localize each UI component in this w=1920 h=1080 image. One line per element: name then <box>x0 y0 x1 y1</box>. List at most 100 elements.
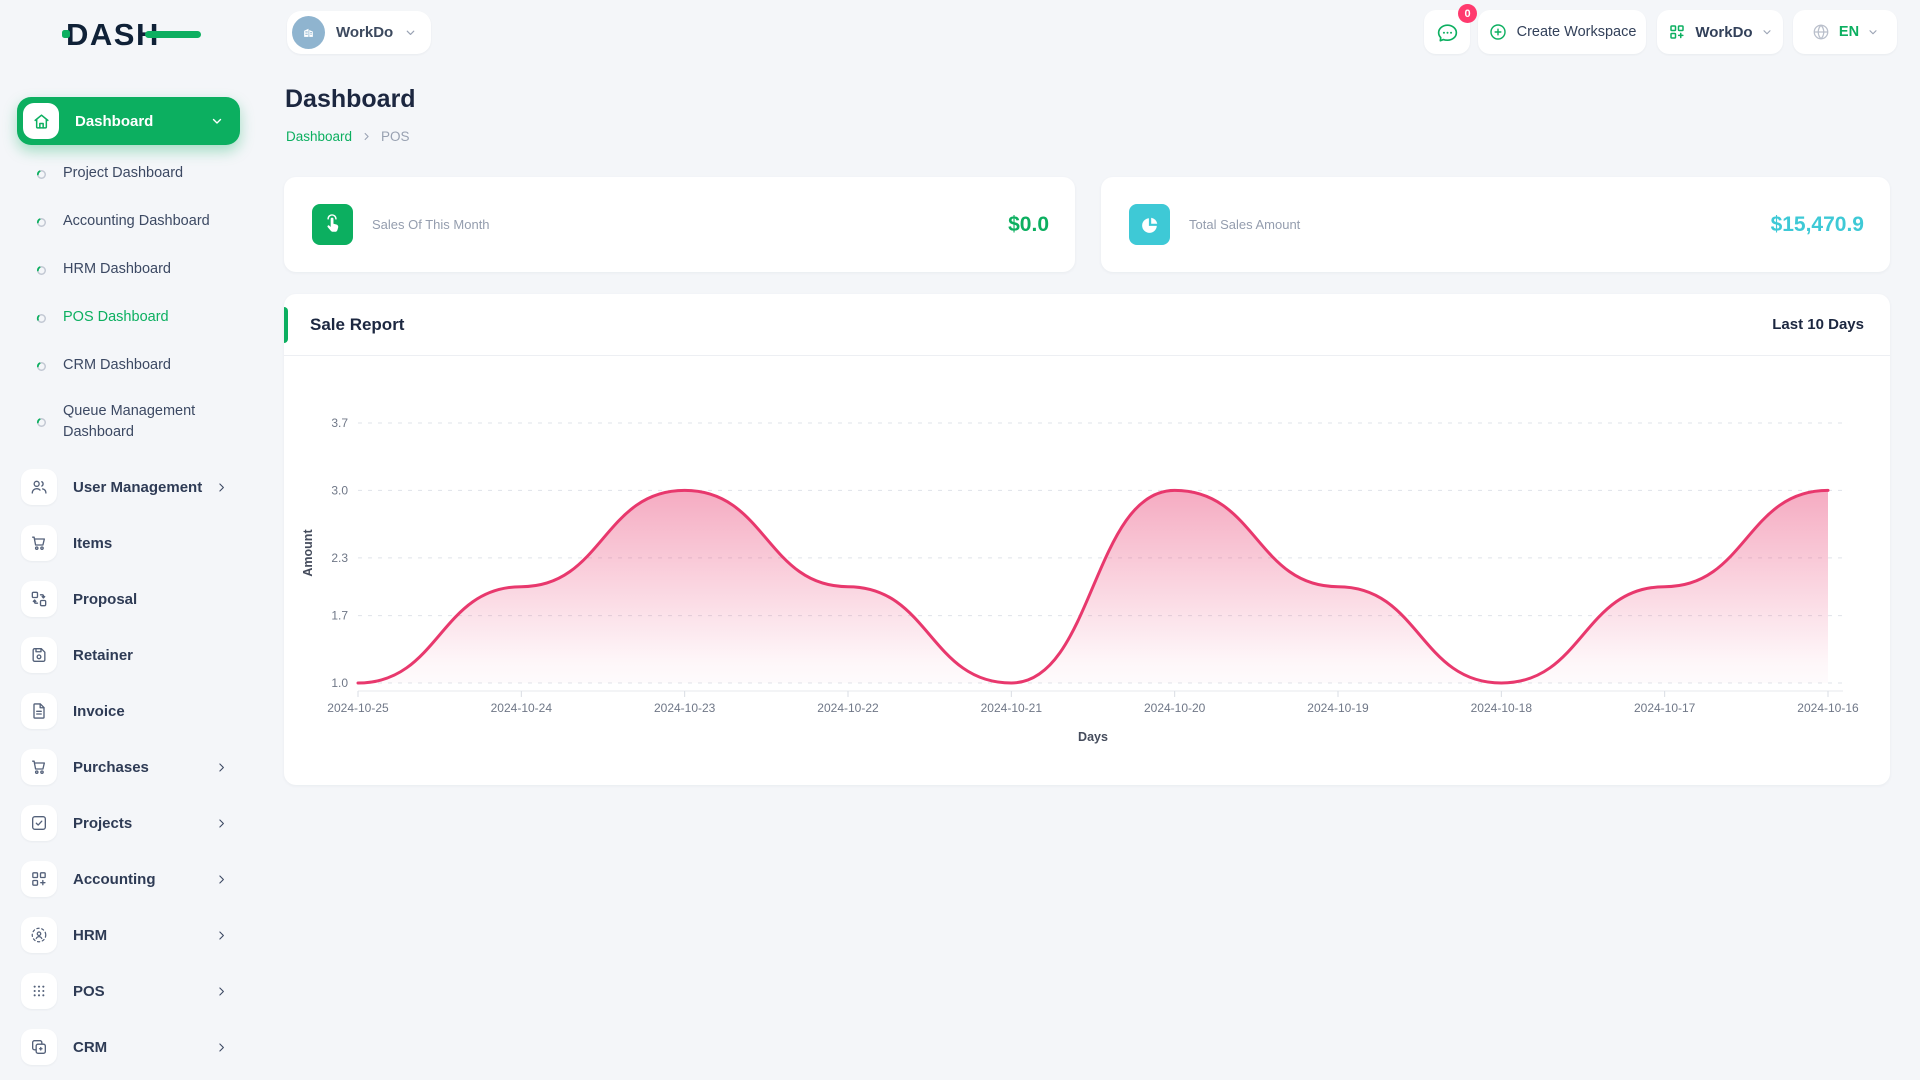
chart-xtick-label: 2024-10-21 <box>981 701 1043 715</box>
person-dashed-circle-icon <box>21 917 57 953</box>
workflow-icon <box>21 581 57 617</box>
chart-xtick-label: 2024-10-17 <box>1634 701 1696 715</box>
document-icon <box>21 693 57 729</box>
chevron-right-icon <box>215 481 228 494</box>
dots-grid-icon <box>21 973 57 1009</box>
bullet-icon <box>36 217 47 228</box>
sidebar-item-projects[interactable]: Projects <box>0 799 256 847</box>
tap-icon <box>312 204 353 245</box>
sidebar-item-purchases[interactable]: Purchases <box>0 743 256 791</box>
bullet-icon <box>36 313 47 324</box>
stat-value: $15,470.9 <box>1770 212 1864 236</box>
chart-xtick-label: 2024-10-22 <box>817 701 879 715</box>
building-icon <box>304 28 313 37</box>
stat-card-total-sales: Total Sales Amount $15,470.9 <box>1101 177 1890 272</box>
workspace-name: WorkDo <box>336 24 394 41</box>
sidebar-item-label: Dashboard <box>75 112 154 130</box>
logo-dot-icon <box>62 30 70 38</box>
workspace-avatar <box>292 16 325 49</box>
sidebar-item-accounting-dashboard[interactable]: Accounting Dashboard <box>0 198 256 246</box>
sidebar-item-hrm-dashboard[interactable]: HRM Dashboard <box>0 246 256 294</box>
users-icon <box>21 469 57 505</box>
chart-line <box>356 488 1830 685</box>
chart-xtick-label: 2024-10-18 <box>1471 701 1533 715</box>
breadcrumb-dashboard-link[interactable]: Dashboard <box>286 129 353 144</box>
sidebar-item-pos[interactable]: POS <box>0 967 256 1015</box>
logo-text: DASH <box>66 16 160 52</box>
floppy-icon <box>21 637 57 673</box>
chart-xtick-label: 2024-10-23 <box>654 701 716 715</box>
sidebar-item-proposal[interactable]: Proposal <box>0 575 256 623</box>
sidebar-item-hrm[interactable]: HRM <box>0 911 256 959</box>
grid-plus-icon <box>1670 25 1685 39</box>
chevron-down-icon <box>1869 30 1877 35</box>
create-workspace-button[interactable]: Create Workspace <box>1478 10 1646 54</box>
bullet-icon <box>36 361 47 372</box>
cart-icon <box>21 525 57 561</box>
workspace-switcher-button[interactable]: WorkDo <box>1657 10 1783 54</box>
chart-ytick-label: 1.7 <box>331 609 348 623</box>
plus-circle-icon <box>1489 24 1506 40</box>
chevron-down-icon <box>1763 30 1771 35</box>
bullet-icon <box>36 169 47 180</box>
check-square-icon <box>21 805 57 841</box>
overlap-squares-icon <box>21 1029 57 1065</box>
sidebar-item-invoice[interactable]: Invoice <box>0 687 256 735</box>
sidebar-item-project-dashboard[interactable]: Project Dashboard <box>0 150 256 198</box>
sidebar-item-crm[interactable]: CRM <box>0 1023 256 1071</box>
chart-xlabel: Days <box>1078 730 1108 744</box>
chevron-right-icon <box>361 131 372 142</box>
sidebar: Dashboard Project Dashboard Accounting D… <box>0 75 256 1080</box>
chart-ytick-label: 1.0 <box>331 676 348 690</box>
create-workspace-label: Create Workspace <box>1516 24 1637 40</box>
home-icon <box>23 103 59 139</box>
chevron-right-icon <box>215 929 228 942</box>
chart-ylabel: Amount <box>301 529 315 577</box>
breadcrumb: Dashboard POS <box>286 129 410 144</box>
sale-report-chart-body: 1.0 1.7 2.3 3.0 3.7 2024-10-25 2024-10-24 2024-… <box>284 356 1890 777</box>
sidebar-item-queue-management-dashboard[interactable]: Queue Management Dashboard <box>0 390 256 454</box>
sale-report-header: Sale Report Last 10 Days <box>284 294 1890 356</box>
messages-button[interactable]: 0 <box>1424 4 1477 54</box>
cart-icon <box>21 749 57 785</box>
stat-value: $0.0 <box>1008 212 1049 236</box>
chart-xtick-label: 2024-10-19 <box>1307 701 1369 715</box>
chart-xtick-label: 2024-10-25 <box>327 701 389 715</box>
chevron-right-icon <box>215 1041 228 1054</box>
chevron-down-icon <box>406 30 415 35</box>
chevron-right-icon <box>215 873 228 886</box>
page-title: Dashboard <box>285 85 416 113</box>
chevron-right-icon <box>215 985 228 998</box>
chart-ytick-label: 3.7 <box>331 416 348 430</box>
sidebar-item-crm-dashboard[interactable]: CRM Dashboard <box>0 342 256 390</box>
stat-card-sales-of-month: Sales Of This Month $0.0 <box>284 177 1075 272</box>
stat-label: Sales Of This Month <box>372 217 490 232</box>
sale-report-title: Sale Report <box>310 314 405 334</box>
sidebar-item-pos-dashboard[interactable]: POS Dashboard <box>0 294 256 342</box>
stat-label: Total Sales Amount <box>1189 217 1301 232</box>
sidebar-item-accounting[interactable]: Accounting <box>0 855 256 903</box>
breadcrumb-current: POS <box>381 129 410 144</box>
chart-xtick-label: 2024-10-16 <box>1797 701 1859 715</box>
globe-icon <box>1813 24 1829 40</box>
sidebar-item-items[interactable]: Items <box>0 519 256 567</box>
chart-xtick-label: 2024-10-24 <box>491 701 553 715</box>
chevron-down-icon <box>210 114 224 128</box>
card-accent-bar <box>284 307 288 343</box>
sidebar-item-dashboard[interactable]: Dashboard <box>17 97 240 145</box>
sidebar-item-retainer[interactable]: Retainer <box>0 631 256 679</box>
workspace-switcher-label: WorkDo <box>1695 23 1753 41</box>
language-selector[interactable]: EN <box>1793 10 1897 54</box>
sidebar-menu: User Management Items <box>0 463 256 1079</box>
sale-report-chart: 1.0 1.7 2.3 3.0 3.7 2024-10-25 2024-10-24 2024-… <box>301 416 1859 744</box>
sidebar-item-user-management[interactable]: User Management <box>0 463 256 511</box>
bullet-icon <box>36 265 47 276</box>
workspace-brand-button[interactable]: WorkDo <box>287 11 432 54</box>
dashboard-submenu: Project Dashboard Accounting Dashboard H… <box>0 150 256 454</box>
chevron-right-icon <box>215 761 228 774</box>
language-code: EN <box>1838 24 1860 40</box>
sale-report-card: Sale Report Last 10 Days 1.0 1.7 2.3 3.0 3.7… <box>284 294 1890 785</box>
app-logo[interactable]: DASH <box>62 14 201 54</box>
chart-ytick-label: 3.0 <box>331 483 348 497</box>
